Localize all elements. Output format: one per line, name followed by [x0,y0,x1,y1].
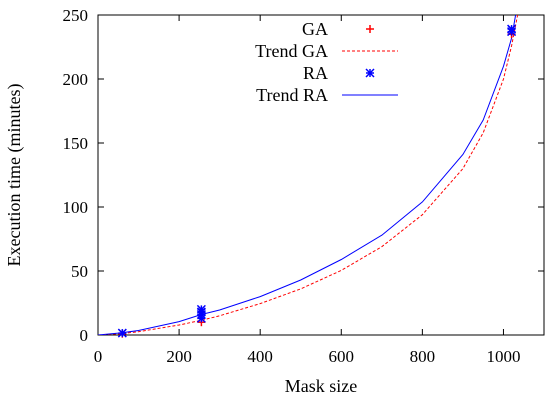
y-tick-label: 150 [63,134,89,153]
x-axis-title: Mask size [285,376,357,396]
marker-d2 [196,304,206,314]
legend-marker [366,25,374,33]
y-tick-label: 200 [63,70,89,89]
legend-marker [365,68,375,78]
trend-line-trend-ra [98,15,517,335]
x-tick-label: 200 [166,347,192,366]
legend-label: GA [302,19,328,39]
x-tick-label: 400 [247,347,273,366]
x-tick-label: 1000 [486,347,520,366]
marker-d2 [507,24,517,34]
trend-line-trend-ga [98,15,519,335]
x-tick-label: 0 [94,347,103,366]
y-tick-label: 0 [80,326,89,345]
y-tick-label: 250 [63,6,89,25]
plot-frame [97,14,545,336]
y-tick-label: 100 [63,198,89,217]
axis-tick-labels: 0 200 400 600 800 1000 0 50 100 150 200 250 [63,6,521,366]
marker-d2 [365,68,375,78]
y-tick-label: 50 [71,262,88,281]
legend-label: Trend RA [256,85,328,105]
data-series [98,15,519,338]
data-point-ra [507,24,517,34]
x-tick-label: 800 [410,347,436,366]
data-point-ra [117,328,127,338]
data-point-ra [196,304,206,314]
marker-d2 [117,328,127,338]
legend-label: Trend GA [255,41,328,61]
legend-label: RA [303,63,328,83]
x-tick-label: 600 [329,347,355,366]
y-axis-title: Execution time (minutes) [4,84,25,267]
